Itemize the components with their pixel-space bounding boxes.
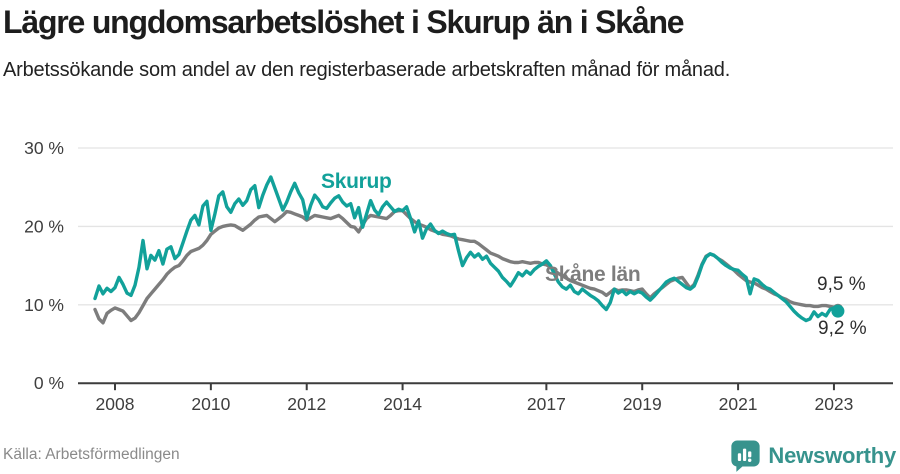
x-tick-label-2017: 2017 (527, 394, 566, 414)
x-tick-label-2023: 2023 (814, 394, 853, 414)
y-tick-label-20: 20 % (24, 216, 64, 236)
line-skurup (93, 175, 840, 323)
end-dot-skurup (831, 304, 845, 318)
x-tick-label-2021: 2021 (719, 394, 758, 414)
y-tick-label-10: 10 % (24, 295, 64, 315)
x-tick-label-2014: 2014 (383, 394, 422, 414)
newsworthy-wordmark: Newsworthy (768, 442, 896, 468)
y-tick-label-30: 30 % (24, 138, 64, 158)
x-tick-label-2010: 2010 (191, 394, 230, 414)
newsworthy-logo: Newsworthy (730, 439, 896, 472)
x-tick-label-2019: 2019 (623, 394, 662, 414)
end-value-label-skane: 9,5 % (817, 274, 866, 295)
chart-subtitle: Arbetssökande som andel av den registerb… (3, 59, 731, 81)
series-label-skurup: Skurup (321, 170, 392, 193)
y-tick-label-0: 0 % (34, 373, 64, 393)
source-note: Källa: Arbetsförmedlingen (3, 446, 180, 463)
x-tick-label-2012: 2012 (287, 394, 326, 414)
end-value-label-skurup: 9,2 % (818, 318, 867, 339)
newsworthy-bubble-chart-icon (731, 440, 761, 472)
series-label-skane: Skåne län (545, 263, 641, 286)
chart-title: Lägre ungdomsarbetslöshet i Skurup än i … (3, 4, 685, 40)
x-tick-label-2008: 2008 (96, 394, 135, 414)
